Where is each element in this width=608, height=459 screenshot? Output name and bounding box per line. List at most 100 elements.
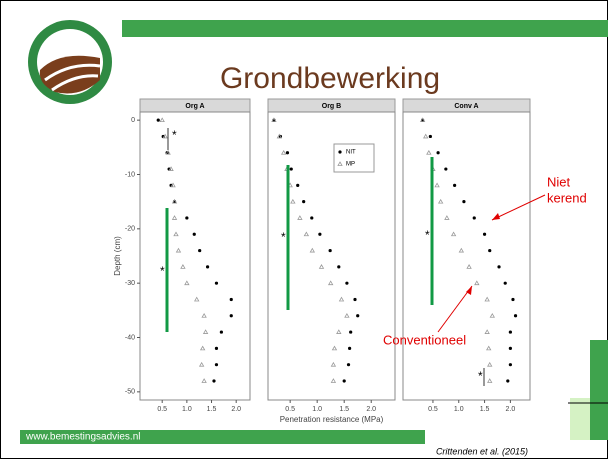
point	[508, 363, 512, 367]
point	[201, 378, 207, 383]
legend-symbol	[337, 161, 343, 166]
x-tick-label: 1.5	[339, 406, 349, 413]
x-tick-label: 1.0	[182, 406, 192, 413]
point	[503, 281, 507, 285]
point	[185, 216, 189, 220]
point	[214, 346, 219, 350]
arrow-head	[466, 286, 472, 295]
point	[285, 151, 290, 155]
x-tick-label: 0.5	[285, 406, 295, 413]
significance: *	[478, 369, 483, 383]
point	[487, 361, 493, 367]
point	[436, 151, 440, 155]
side-bar	[590, 340, 608, 440]
point	[426, 149, 432, 155]
x-tick-label: 2.0	[231, 406, 241, 413]
point	[508, 346, 512, 350]
point	[328, 248, 332, 253]
x-tick-label: 0.5	[157, 406, 167, 413]
point	[434, 182, 440, 188]
point	[346, 363, 351, 367]
x-tick-label: 1.5	[207, 406, 217, 413]
point	[318, 232, 322, 236]
point	[271, 117, 277, 123]
point	[444, 215, 450, 220]
point	[349, 330, 353, 334]
point	[489, 312, 496, 318]
point	[348, 346, 352, 350]
point	[450, 231, 457, 237]
point	[219, 330, 223, 334]
legend-label: NIT	[346, 150, 356, 156]
point	[171, 215, 178, 220]
point	[194, 296, 200, 302]
point	[330, 378, 337, 383]
point	[192, 232, 196, 236]
point	[484, 329, 490, 334]
point	[419, 117, 426, 123]
top-bar	[122, 20, 608, 37]
citation: Crittenden et al. (2015)	[436, 446, 528, 456]
point	[423, 133, 429, 139]
point	[466, 264, 472, 269]
y-axis-label: Depth (cm)	[113, 236, 122, 276]
legend	[333, 143, 375, 173]
x-tick-label: 2.0	[506, 406, 516, 413]
point	[344, 312, 350, 318]
arrow-head	[492, 213, 500, 220]
point	[302, 200, 306, 204]
point	[229, 314, 233, 318]
logo	[28, 20, 112, 104]
point	[356, 314, 360, 318]
point	[198, 361, 205, 367]
point	[165, 149, 171, 155]
point	[303, 231, 310, 237]
panel-title: Org A	[185, 103, 204, 110]
point	[506, 379, 510, 383]
y-tick-label: -20	[125, 226, 135, 233]
point	[202, 329, 209, 334]
legend-label: MP	[346, 162, 355, 168]
y-tick-label: -10	[125, 171, 135, 178]
significance: *	[172, 128, 177, 142]
point	[214, 363, 219, 367]
point	[168, 166, 174, 171]
y-tick-label: -50	[125, 389, 135, 396]
significance: *	[425, 228, 430, 242]
x-tick-label: 0.5	[428, 406, 438, 413]
point	[173, 231, 179, 237]
point	[342, 379, 346, 383]
point	[487, 378, 493, 383]
point	[310, 216, 314, 220]
point	[336, 329, 342, 334]
point	[276, 133, 283, 139]
panel	[139, 111, 251, 401]
x-tick-label: 2.0	[366, 406, 376, 413]
point	[353, 297, 357, 302]
point	[428, 134, 432, 139]
footer-url: www.bemestingsadvies.nl	[25, 432, 141, 443]
side-box	[570, 398, 590, 440]
point	[162, 133, 168, 139]
annotation-text: Niet	[547, 174, 571, 189]
point	[296, 183, 300, 187]
y-tick-label: -30	[125, 280, 135, 287]
point	[214, 281, 219, 285]
point	[331, 345, 338, 351]
point	[297, 215, 303, 220]
slide-title: Grondbewerking	[220, 62, 440, 95]
point	[309, 247, 316, 253]
point	[156, 118, 160, 122]
point	[327, 280, 334, 286]
point	[508, 330, 512, 334]
annotations: * * * * * Niet kerend Conventioneel	[160, 128, 587, 386]
annotation-text: Conventioneel	[383, 332, 466, 347]
point	[205, 265, 210, 269]
point	[170, 182, 176, 188]
arrow	[491, 194, 546, 221]
panel-title: Org B	[322, 103, 341, 110]
point	[318, 264, 325, 269]
y-tick-label: -40	[125, 334, 135, 341]
point	[289, 167, 293, 171]
